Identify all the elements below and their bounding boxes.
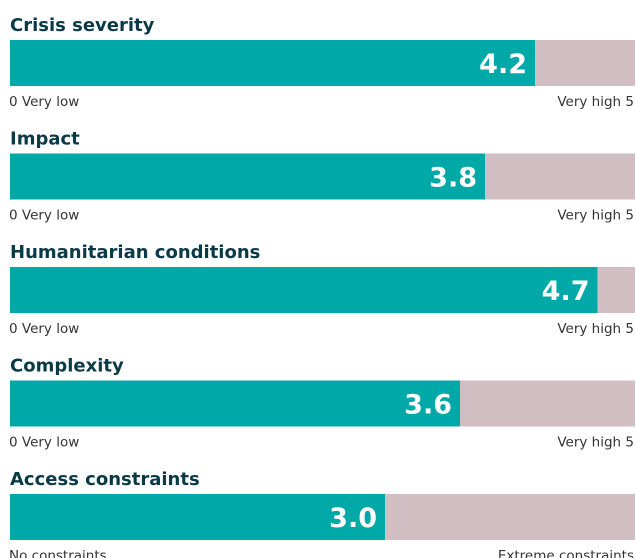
gauge-title: Access constraints xyxy=(10,469,200,490)
gauge-title: Humanitarian conditions xyxy=(10,242,260,263)
gauge-bar xyxy=(10,40,535,86)
value-label: 4.7 xyxy=(542,276,590,307)
scale-min-label: No constraints xyxy=(9,548,107,558)
gauge-title: Impact xyxy=(10,129,80,150)
scale-min-label: 0 Very low xyxy=(9,94,79,110)
gauge-bar xyxy=(10,494,385,540)
scale-max-label: Very high 5 xyxy=(557,94,634,110)
scale-min-label: 0 Very low xyxy=(9,321,79,337)
gauge-title: Complexity xyxy=(10,356,124,377)
gauge-title: Crisis severity xyxy=(10,15,155,36)
scale-min-label: 0 Very low xyxy=(9,435,79,451)
scale-max-label: Very high 5 xyxy=(557,321,634,337)
gauge-bar xyxy=(10,267,598,313)
value-label: 4.2 xyxy=(479,49,527,80)
gauge-bar xyxy=(10,153,485,200)
scale-max-label: Extreme constraints xyxy=(498,548,634,558)
value-label: 3.6 xyxy=(404,390,452,421)
value-label: 3.8 xyxy=(429,163,477,194)
value-label: 3.0 xyxy=(329,503,377,534)
scale-min-label: 0 Very low xyxy=(9,208,79,224)
scale-max-label: Very high 5 xyxy=(557,435,634,451)
gauge-bar xyxy=(10,380,460,427)
scale-max-label: Very high 5 xyxy=(557,208,634,224)
